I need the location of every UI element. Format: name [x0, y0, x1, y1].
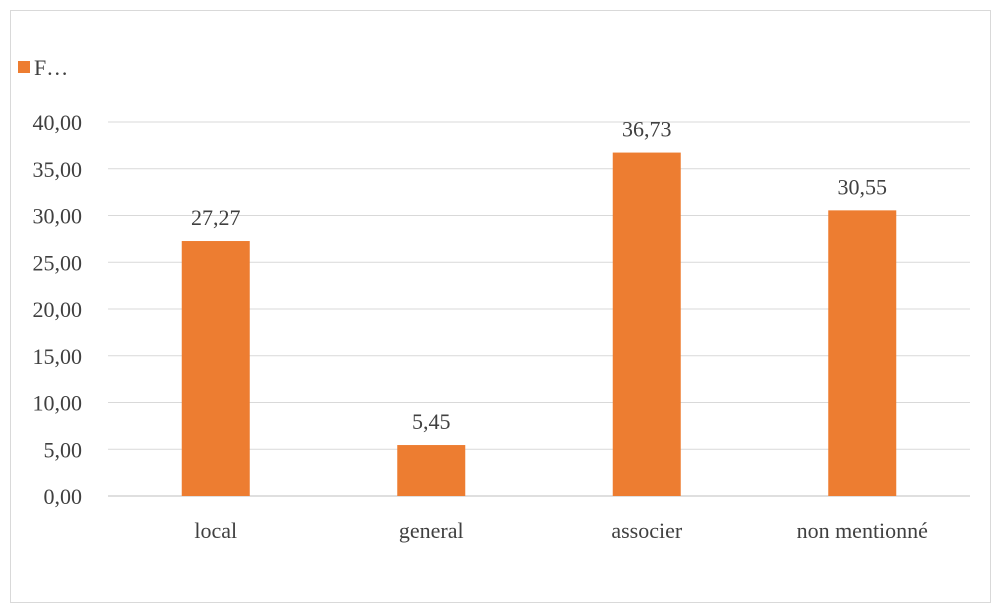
chart-frame [10, 10, 991, 603]
legend-swatch [18, 61, 30, 73]
y-tick-label: 40,00 [33, 110, 83, 135]
y-tick-label: 15,00 [33, 344, 83, 369]
bar [181, 241, 250, 496]
data-label: 30,55 [838, 174, 888, 199]
y-tick-label: 0,00 [44, 484, 83, 509]
y-tick-label: 35,00 [33, 157, 83, 182]
x-tick-label: local [194, 518, 237, 543]
bar [612, 152, 681, 496]
data-label: 5,45 [412, 409, 451, 434]
data-label: 36,73 [622, 117, 672, 142]
legend-label: F… [34, 55, 68, 80]
x-tick-label: general [399, 518, 464, 543]
bar [828, 210, 897, 497]
y-tick-label: 30,00 [33, 204, 83, 229]
y-tick-label: 20,00 [33, 297, 83, 322]
y-tick-label: 5,00 [44, 437, 83, 462]
x-tick-label: associer [611, 518, 683, 543]
y-tick-label: 10,00 [33, 391, 83, 416]
y-tick-label: 25,00 [33, 250, 83, 275]
x-tick-label: non mentionné [797, 518, 928, 543]
bar [397, 445, 466, 496]
data-label: 27,27 [191, 205, 241, 230]
